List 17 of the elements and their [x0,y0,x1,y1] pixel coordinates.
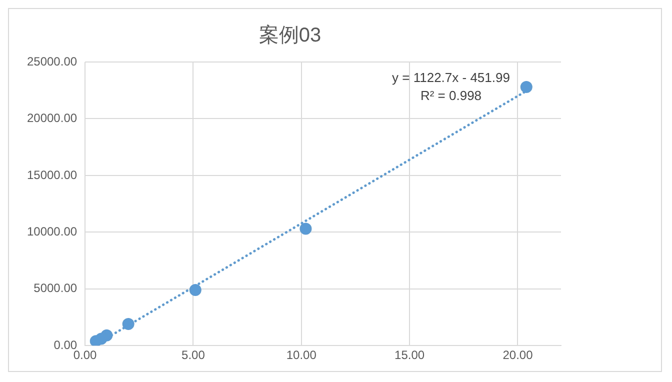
y-tick-label: 15000.00 [26,168,78,182]
x-tick-label: 20.00 [502,348,534,362]
point [520,80,532,93]
y-tick-label: 20000.00 [26,111,78,126]
annotation: R² = 0.998 [420,88,482,103]
y-tick-label: 25000.00 [26,54,78,68]
y-tick-label: 10000.00 [26,224,78,238]
x-tick-label: 10.00 [286,348,317,362]
chart-title: 案例03 [258,24,322,47]
point [122,318,134,330]
x-tick-label: 15.00 [394,348,425,362]
point [300,222,312,235]
x-tick-label: 5.00 [182,348,206,362]
point [189,284,202,296]
annotation: y = 1122.7x - 451.99 [392,70,510,85]
point [100,329,113,342]
y-tick-label: 5000.00 [34,281,78,296]
